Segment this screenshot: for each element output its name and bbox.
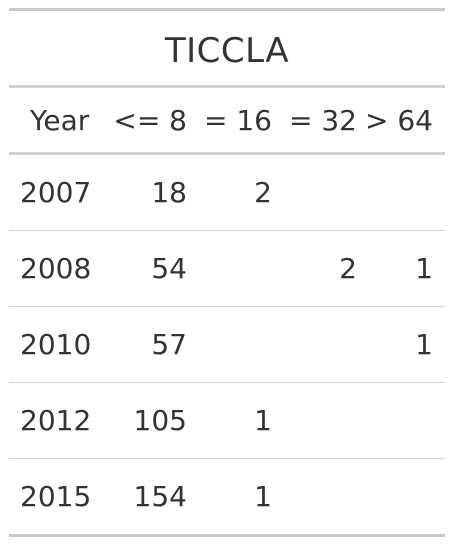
header-row: Year <= 8 = 16 = 32 > 64 <box>9 88 445 155</box>
table-row: 2008 54 2 1 <box>9 230 445 307</box>
table-row: 2012 105 1 <box>9 382 445 459</box>
cell-eq16 <box>187 230 274 307</box>
header-gt64: > 64 <box>360 88 445 155</box>
cell-eq32 <box>274 458 360 537</box>
table-row: 2007 18 2 <box>9 153 445 231</box>
header-eq32: = 32 <box>274 88 360 155</box>
header-le8: <= 8 <box>99 88 187 155</box>
header-year: Year <box>9 88 99 155</box>
cell-le8: 54 <box>99 230 187 307</box>
cell-le8: 105 <box>99 382 187 459</box>
cell-eq32: 2 <box>274 230 360 307</box>
table-grid: Year <= 8 = 16 = 32 > 64 2007 18 2 2008 … <box>9 88 445 537</box>
table-title: TICCLA <box>164 31 290 71</box>
cell-gt64: 1 <box>360 306 445 383</box>
cell-eq16 <box>187 306 274 383</box>
cell-eq16: 2 <box>187 153 274 231</box>
cell-eq32 <box>274 153 360 231</box>
cell-year: 2008 <box>9 230 99 307</box>
cell-le8: 154 <box>99 458 187 537</box>
cell-gt64 <box>360 382 445 459</box>
cell-le8: 57 <box>99 306 187 383</box>
cell-year: 2010 <box>9 306 99 383</box>
table-row: 2015 154 1 <box>9 458 445 537</box>
top-rule <box>9 8 445 11</box>
header-eq16: = 16 <box>187 88 274 155</box>
data-table: TICCLA Year <= 8 = 16 = 32 > 64 2007 18 … <box>9 8 445 537</box>
title-rule <box>9 85 445 88</box>
cell-eq16: 1 <box>187 458 274 537</box>
cell-eq32 <box>274 382 360 459</box>
table-row: 2010 57 1 <box>9 306 445 383</box>
cell-gt64 <box>360 458 445 537</box>
cell-gt64 <box>360 153 445 231</box>
cell-eq16: 1 <box>187 382 274 459</box>
cell-gt64: 1 <box>360 230 445 307</box>
cell-year: 2012 <box>9 382 99 459</box>
cell-eq32 <box>274 306 360 383</box>
cell-le8: 18 <box>99 153 187 231</box>
cell-year: 2007 <box>9 153 99 231</box>
cell-year: 2015 <box>9 458 99 537</box>
